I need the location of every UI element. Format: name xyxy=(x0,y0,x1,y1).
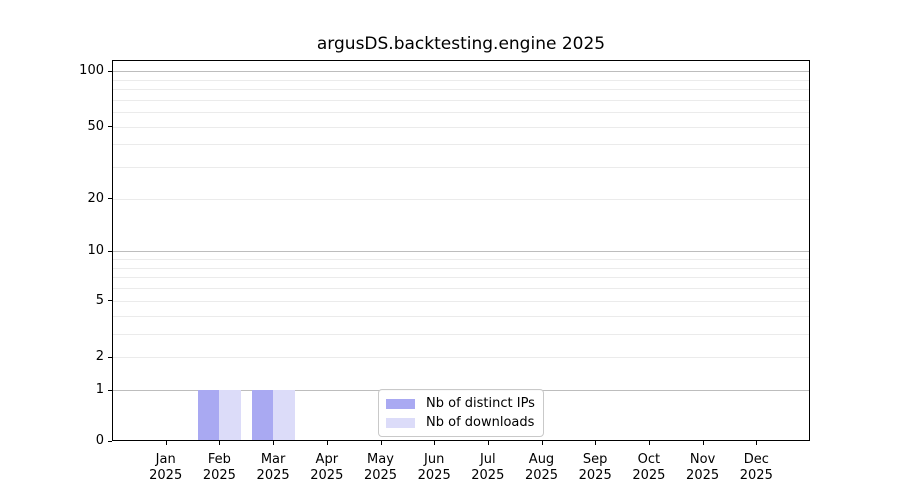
minor-gridline xyxy=(113,112,809,113)
minor-gridline xyxy=(113,79,809,81)
major-gridline xyxy=(113,71,809,72)
x-tick-label-year: 2025 xyxy=(363,468,398,483)
bar-distinct-ips xyxy=(251,390,274,440)
x-tick-label-year: 2025 xyxy=(202,468,236,483)
minor-gridline xyxy=(113,277,809,279)
y-tick xyxy=(108,198,112,200)
minor-gridline xyxy=(113,267,809,269)
x-tick-label: Dec 2025 xyxy=(724,452,788,484)
x-tick-label-month: Oct xyxy=(637,452,661,467)
x-tick xyxy=(434,441,436,445)
y-tick-label: 1 xyxy=(95,382,104,397)
x-tick-label-month: May xyxy=(367,452,394,467)
x-tick-label-month: Jan xyxy=(155,452,176,467)
x-tick-label-year: 2025 xyxy=(632,468,666,483)
legend-label-distinct-ips: Nb of distinct IPs xyxy=(426,396,535,411)
x-tick-label: May 2025 xyxy=(349,452,413,484)
minor-gridline xyxy=(113,288,809,290)
x-tick-label: Oct 2025 xyxy=(617,452,681,484)
x-tick xyxy=(165,441,167,445)
y-tick xyxy=(108,389,112,391)
x-tick xyxy=(595,441,597,445)
x-tick xyxy=(273,441,275,445)
bar-downloads xyxy=(219,390,241,440)
x-tick xyxy=(219,441,221,445)
x-tick-label: Aug 2025 xyxy=(510,452,574,484)
y-tick-label: 100 xyxy=(79,63,104,78)
x-tick-label-month: Jul xyxy=(479,452,496,467)
x-tick-label-month: Nov xyxy=(689,452,716,467)
x-tick-label-year: 2025 xyxy=(578,468,612,483)
y-tick-label: 0 xyxy=(95,433,104,448)
y-tick xyxy=(108,250,112,252)
x-tick-label: Nov 2025 xyxy=(671,452,735,484)
x-tick-label: Feb 2025 xyxy=(187,452,251,484)
minor-gridline xyxy=(113,315,809,317)
y-tick-label: 2 xyxy=(95,349,104,364)
y-tick xyxy=(108,300,112,302)
x-tick-label: Mar 2025 xyxy=(241,452,305,484)
y-tick xyxy=(108,126,112,128)
minor-gridline xyxy=(113,300,809,302)
x-tick xyxy=(541,441,543,445)
minor-gridline xyxy=(113,99,809,101)
x-tick-label-month: Feb xyxy=(207,452,231,467)
y-tick-label: 20 xyxy=(87,190,104,206)
y-tick-label: 5 xyxy=(95,292,104,308)
minor-gridline xyxy=(113,144,809,146)
x-tick-label-year: 2025 xyxy=(739,468,773,483)
y-tick-label: 50 xyxy=(87,118,104,134)
x-tick-label-year: 2025 xyxy=(149,468,183,483)
y-tick-label: 10 xyxy=(87,243,104,259)
x-tick xyxy=(702,441,704,445)
bar-distinct-ips xyxy=(197,390,220,440)
x-tick-label-month: Apr xyxy=(315,452,339,467)
x-tick-label-year: 2025 xyxy=(471,468,505,483)
legend-row-downloads: Nb of downloads xyxy=(386,414,536,431)
x-tick-label-year: 2025 xyxy=(310,468,344,483)
x-tick xyxy=(380,441,382,445)
legend-label-downloads: Nb of downloads xyxy=(426,415,535,430)
minor-gridline xyxy=(113,126,809,128)
x-tick xyxy=(756,441,758,445)
minor-gridline xyxy=(113,167,809,169)
legend-swatch-downloads xyxy=(386,417,415,428)
y-tick xyxy=(108,70,112,72)
minor-gridline xyxy=(113,333,809,335)
x-tick xyxy=(648,441,650,445)
legend-row-distinct-ips: Nb of distinct IPs xyxy=(386,395,536,412)
minor-gridline xyxy=(113,259,809,261)
y-tick xyxy=(108,440,112,442)
x-tick-label-month: Sep xyxy=(582,452,608,467)
x-tick-label: Jan 2025 xyxy=(134,452,198,484)
x-tick xyxy=(487,441,489,445)
x-tick-label: Apr 2025 xyxy=(295,452,359,484)
x-tick-label: Jul 2025 xyxy=(456,452,520,484)
x-tick-label: Jun 2025 xyxy=(402,452,466,484)
bar-downloads xyxy=(273,390,295,440)
legend: Nb of distinct IPs Nb of downloads xyxy=(378,389,544,437)
major-gridline xyxy=(113,251,809,253)
legend-swatch-distinct-ips xyxy=(386,398,415,409)
x-tick-label: Sep 2025 xyxy=(563,452,627,484)
x-tick-label-year: 2025 xyxy=(256,468,290,483)
x-tick-label-year: 2025 xyxy=(686,468,720,483)
minor-gridline xyxy=(113,88,809,90)
plot-area xyxy=(112,60,810,441)
y-tick xyxy=(108,356,112,358)
x-tick xyxy=(326,441,328,445)
x-tick-label-year: 2025 xyxy=(524,468,559,483)
x-tick-label-month: Aug xyxy=(528,452,555,467)
minor-gridline xyxy=(113,198,809,200)
x-tick-label-month: Dec xyxy=(743,452,769,467)
x-tick-label-month: Jun xyxy=(424,452,445,467)
minor-gridline xyxy=(113,357,809,358)
chart-title: argusDS.backtesting.engine 2025 xyxy=(316,34,606,54)
x-tick-label-month: Mar xyxy=(260,452,286,467)
x-tick-label-year: 2025 xyxy=(417,468,451,483)
